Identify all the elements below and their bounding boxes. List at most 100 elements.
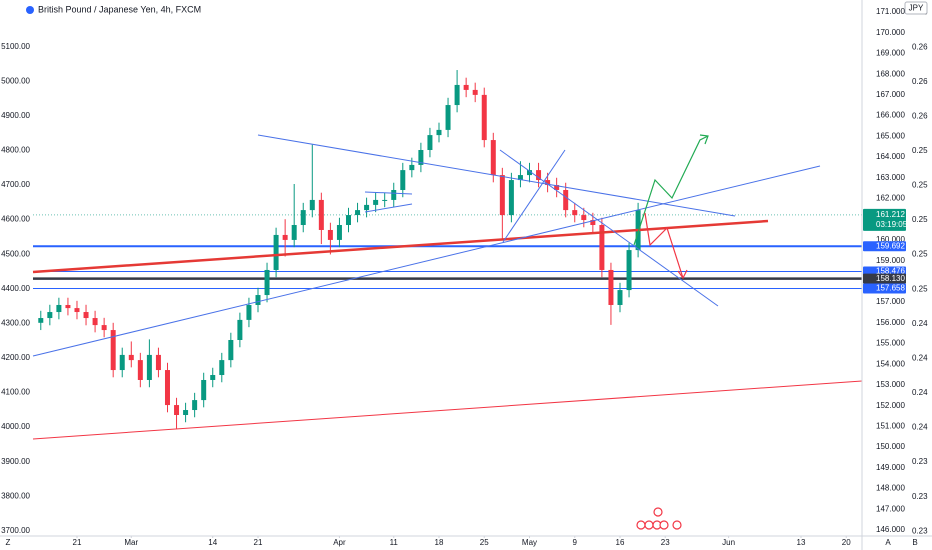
- y-tick-label: 169.000: [876, 49, 905, 58]
- candle-body: [210, 375, 216, 380]
- candle-body: [445, 105, 451, 130]
- y3-tick-label: 0.25: [912, 250, 928, 259]
- x-tick-label: 16: [616, 538, 625, 547]
- price-label: 158.130: [876, 274, 905, 283]
- candle-body: [183, 410, 189, 416]
- candle-body: [83, 312, 89, 319]
- candle-body: [246, 304, 252, 320]
- x-tick-label: Mar: [124, 538, 138, 547]
- candle-body: [137, 360, 143, 380]
- y-tick-label: 157.000: [876, 297, 905, 306]
- candle-body: [382, 199, 388, 201]
- y2-tick-label: 4200.00: [1, 353, 30, 362]
- event-icon[interactable]: [672, 520, 682, 530]
- price-label: 157.658: [876, 284, 905, 293]
- y-tick-label: 162.000: [876, 194, 905, 203]
- candle-body: [581, 215, 587, 221]
- price-lines: [33, 214, 862, 289]
- trendline: [257, 134, 736, 217]
- x-tick-label: Jun: [722, 538, 735, 547]
- trendline: [499, 149, 719, 307]
- currency-box[interactable]: [904, 1, 928, 15]
- price-label-box: [863, 283, 906, 294]
- y2-tick-label: 4300.00: [1, 318, 30, 327]
- candle-body: [264, 269, 270, 296]
- y-tick-label: 170.000: [876, 28, 905, 37]
- chart-title: British Pound / Japanese Yen, 4h, FXCM: [38, 4, 201, 14]
- y3-tick-label: 0.23: [912, 526, 928, 535]
- currency: JPY: [909, 4, 924, 13]
- y3-tick-label: 0.24: [912, 319, 928, 328]
- y2-tick-label: 5100.00: [1, 42, 30, 51]
- candle-body: [92, 318, 98, 326]
- candle-body: [472, 89, 478, 95]
- y3-tick-label: 0.23: [912, 457, 928, 466]
- event-icon[interactable]: [644, 520, 654, 530]
- price-label: 159.692: [876, 241, 905, 250]
- y-tick-label: 147.000: [876, 504, 905, 513]
- candle-body: [572, 210, 578, 216]
- trendline: [32, 165, 821, 357]
- candle-body: [463, 84, 469, 90]
- projection-down: [644, 212, 684, 279]
- event-icon[interactable]: [659, 520, 669, 530]
- y-tick-label: 168.000: [876, 69, 905, 78]
- candles: [38, 70, 641, 429]
- candle-body: [409, 164, 415, 171]
- y-tick-label: 156.000: [876, 318, 905, 327]
- y2-tick-label: 4600.00: [1, 215, 30, 224]
- x-tick-label: 9: [573, 538, 578, 547]
- event-icon[interactable]: [653, 507, 663, 517]
- y-tick-label: 153.000: [876, 380, 905, 389]
- y2-tick-label: 3700.00: [1, 526, 30, 535]
- candle-body: [590, 220, 596, 226]
- candle-body: [336, 225, 342, 240]
- candle-body: [318, 199, 324, 230]
- candle-body: [563, 189, 569, 211]
- y2-tick-label: 4100.00: [1, 388, 30, 397]
- y3-tick-label: 0.26: [912, 111, 928, 120]
- arrowhead: [699, 134, 709, 145]
- y-tick-label: 146.000: [876, 525, 905, 534]
- candle-body: [608, 269, 614, 305]
- price-label-box: [863, 241, 906, 252]
- control[interactable]: A: [885, 538, 891, 547]
- candle-body: [454, 84, 460, 106]
- candle-body: [273, 234, 279, 270]
- candle-body: [400, 170, 406, 190]
- y2-tick-label: 4900.00: [1, 111, 30, 120]
- control[interactable]: B: [912, 538, 917, 547]
- candle-body: [164, 370, 170, 406]
- candle-body: [517, 175, 523, 181]
- candle-body: [364, 204, 370, 211]
- x-tick-label: Apr: [333, 538, 346, 547]
- trendline: [364, 203, 413, 213]
- candle-body: [228, 339, 234, 361]
- price-label-box: [863, 273, 906, 284]
- y-tick-label: 167.000: [876, 90, 905, 99]
- y3-tick-label: 0.23: [912, 492, 928, 501]
- y-tick-label: 154.000: [876, 359, 905, 368]
- candle-body: [536, 170, 542, 181]
- candle-body: [355, 210, 361, 216]
- candle-body: [201, 379, 207, 401]
- y-tick-label: 149.000: [876, 463, 905, 472]
- candle-body: [499, 175, 505, 216]
- candle-body: [192, 400, 198, 411]
- x-tick-label: 25: [480, 538, 489, 547]
- candle-body: [490, 140, 496, 176]
- price-label-box: [863, 208, 906, 231]
- y-tick-label: 150.000: [876, 442, 905, 451]
- candle-body: [174, 405, 180, 416]
- candle-body: [146, 354, 152, 380]
- event-icon[interactable]: [636, 520, 646, 530]
- candle-body: [391, 189, 397, 200]
- y2-tick-label: 4700.00: [1, 180, 30, 189]
- y2-tick-label: 3900.00: [1, 457, 30, 466]
- control[interactable]: Z: [6, 538, 11, 547]
- candle-body: [545, 180, 551, 186]
- candle-body: [481, 94, 487, 141]
- candle-body: [554, 185, 560, 190]
- y2-tick-label: 4500.00: [1, 249, 30, 258]
